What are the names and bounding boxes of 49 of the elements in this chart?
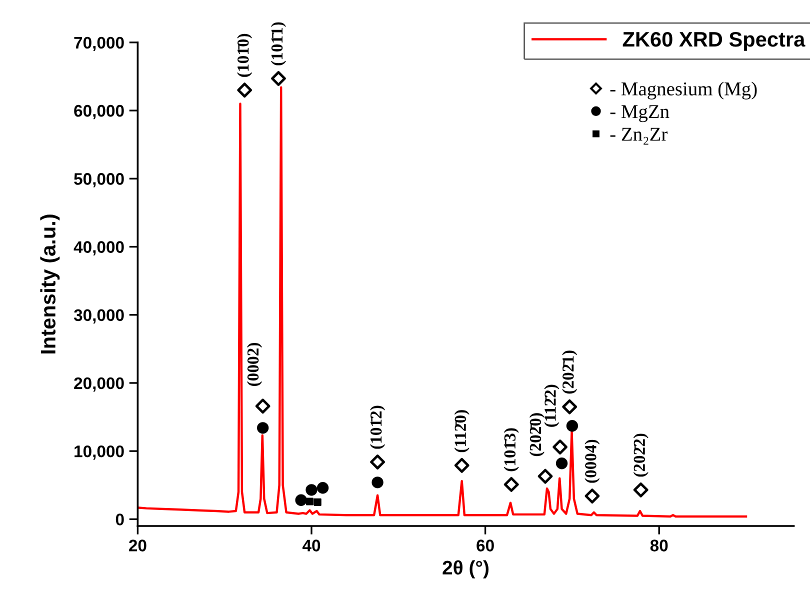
legend-label: ZK60 XRD Spectra bbox=[622, 32, 806, 51]
point bbox=[370, 454, 386, 470]
point bbox=[295, 494, 307, 506]
x-axis-title: 2θ (°) bbox=[442, 560, 489, 578]
annotation: (0004) bbox=[584, 440, 600, 483]
annotation: (202̄1) bbox=[562, 350, 578, 394]
x-tick-label: 80 bbox=[650, 540, 668, 552]
point bbox=[454, 458, 470, 473]
y-tick-label: 70,000 bbox=[74, 36, 124, 52]
y-tick-label: 40,000 bbox=[74, 241, 124, 256]
y-axis-title: Intensity (a.u.) bbox=[40, 214, 60, 354]
y-tick-label: 20,000 bbox=[74, 377, 124, 392]
point bbox=[306, 484, 318, 496]
point bbox=[556, 458, 568, 470]
x-tick-label: 60 bbox=[476, 540, 494, 552]
point bbox=[306, 498, 314, 506]
annotation: (202̄2) bbox=[633, 434, 648, 477]
point bbox=[562, 399, 578, 414]
point bbox=[584, 488, 600, 504]
point bbox=[372, 476, 384, 488]
annotation: (0002) bbox=[246, 342, 262, 386]
annotation: (101̄3) bbox=[504, 428, 519, 472]
annotation: (112̄0) bbox=[454, 410, 470, 452]
legend-label: - Zn₂Zr bbox=[610, 128, 668, 145]
y-tick-label: 60,000 bbox=[74, 104, 124, 120]
point bbox=[538, 468, 553, 484]
point bbox=[271, 71, 286, 86]
annotation: (101̄1) bbox=[270, 22, 286, 66]
point bbox=[255, 398, 270, 414]
annotation: (101̄0) bbox=[237, 34, 252, 77]
point bbox=[633, 482, 648, 498]
annotation: (112̄2) bbox=[544, 384, 560, 427]
x-tick-label: 20 bbox=[129, 540, 146, 552]
y-tick-label: 30,000 bbox=[74, 309, 124, 324]
point bbox=[566, 420, 578, 432]
y-tick-label: 50,000 bbox=[74, 173, 124, 188]
point bbox=[256, 422, 269, 434]
point bbox=[316, 482, 329, 494]
annotation: (202̄0) bbox=[529, 413, 544, 456]
point bbox=[314, 498, 322, 506]
annotation: (101̄2) bbox=[370, 406, 386, 449]
y-tick-label: 10,000 bbox=[74, 445, 124, 460]
point bbox=[237, 82, 252, 98]
point bbox=[552, 440, 568, 454]
legend-label: - Magnesium (Mg) bbox=[610, 82, 757, 100]
point bbox=[504, 477, 519, 492]
y-tick-label: 0 bbox=[116, 514, 124, 526]
legend-label: - MgZn bbox=[610, 105, 670, 122]
x-tick-label: 40 bbox=[302, 540, 320, 552]
